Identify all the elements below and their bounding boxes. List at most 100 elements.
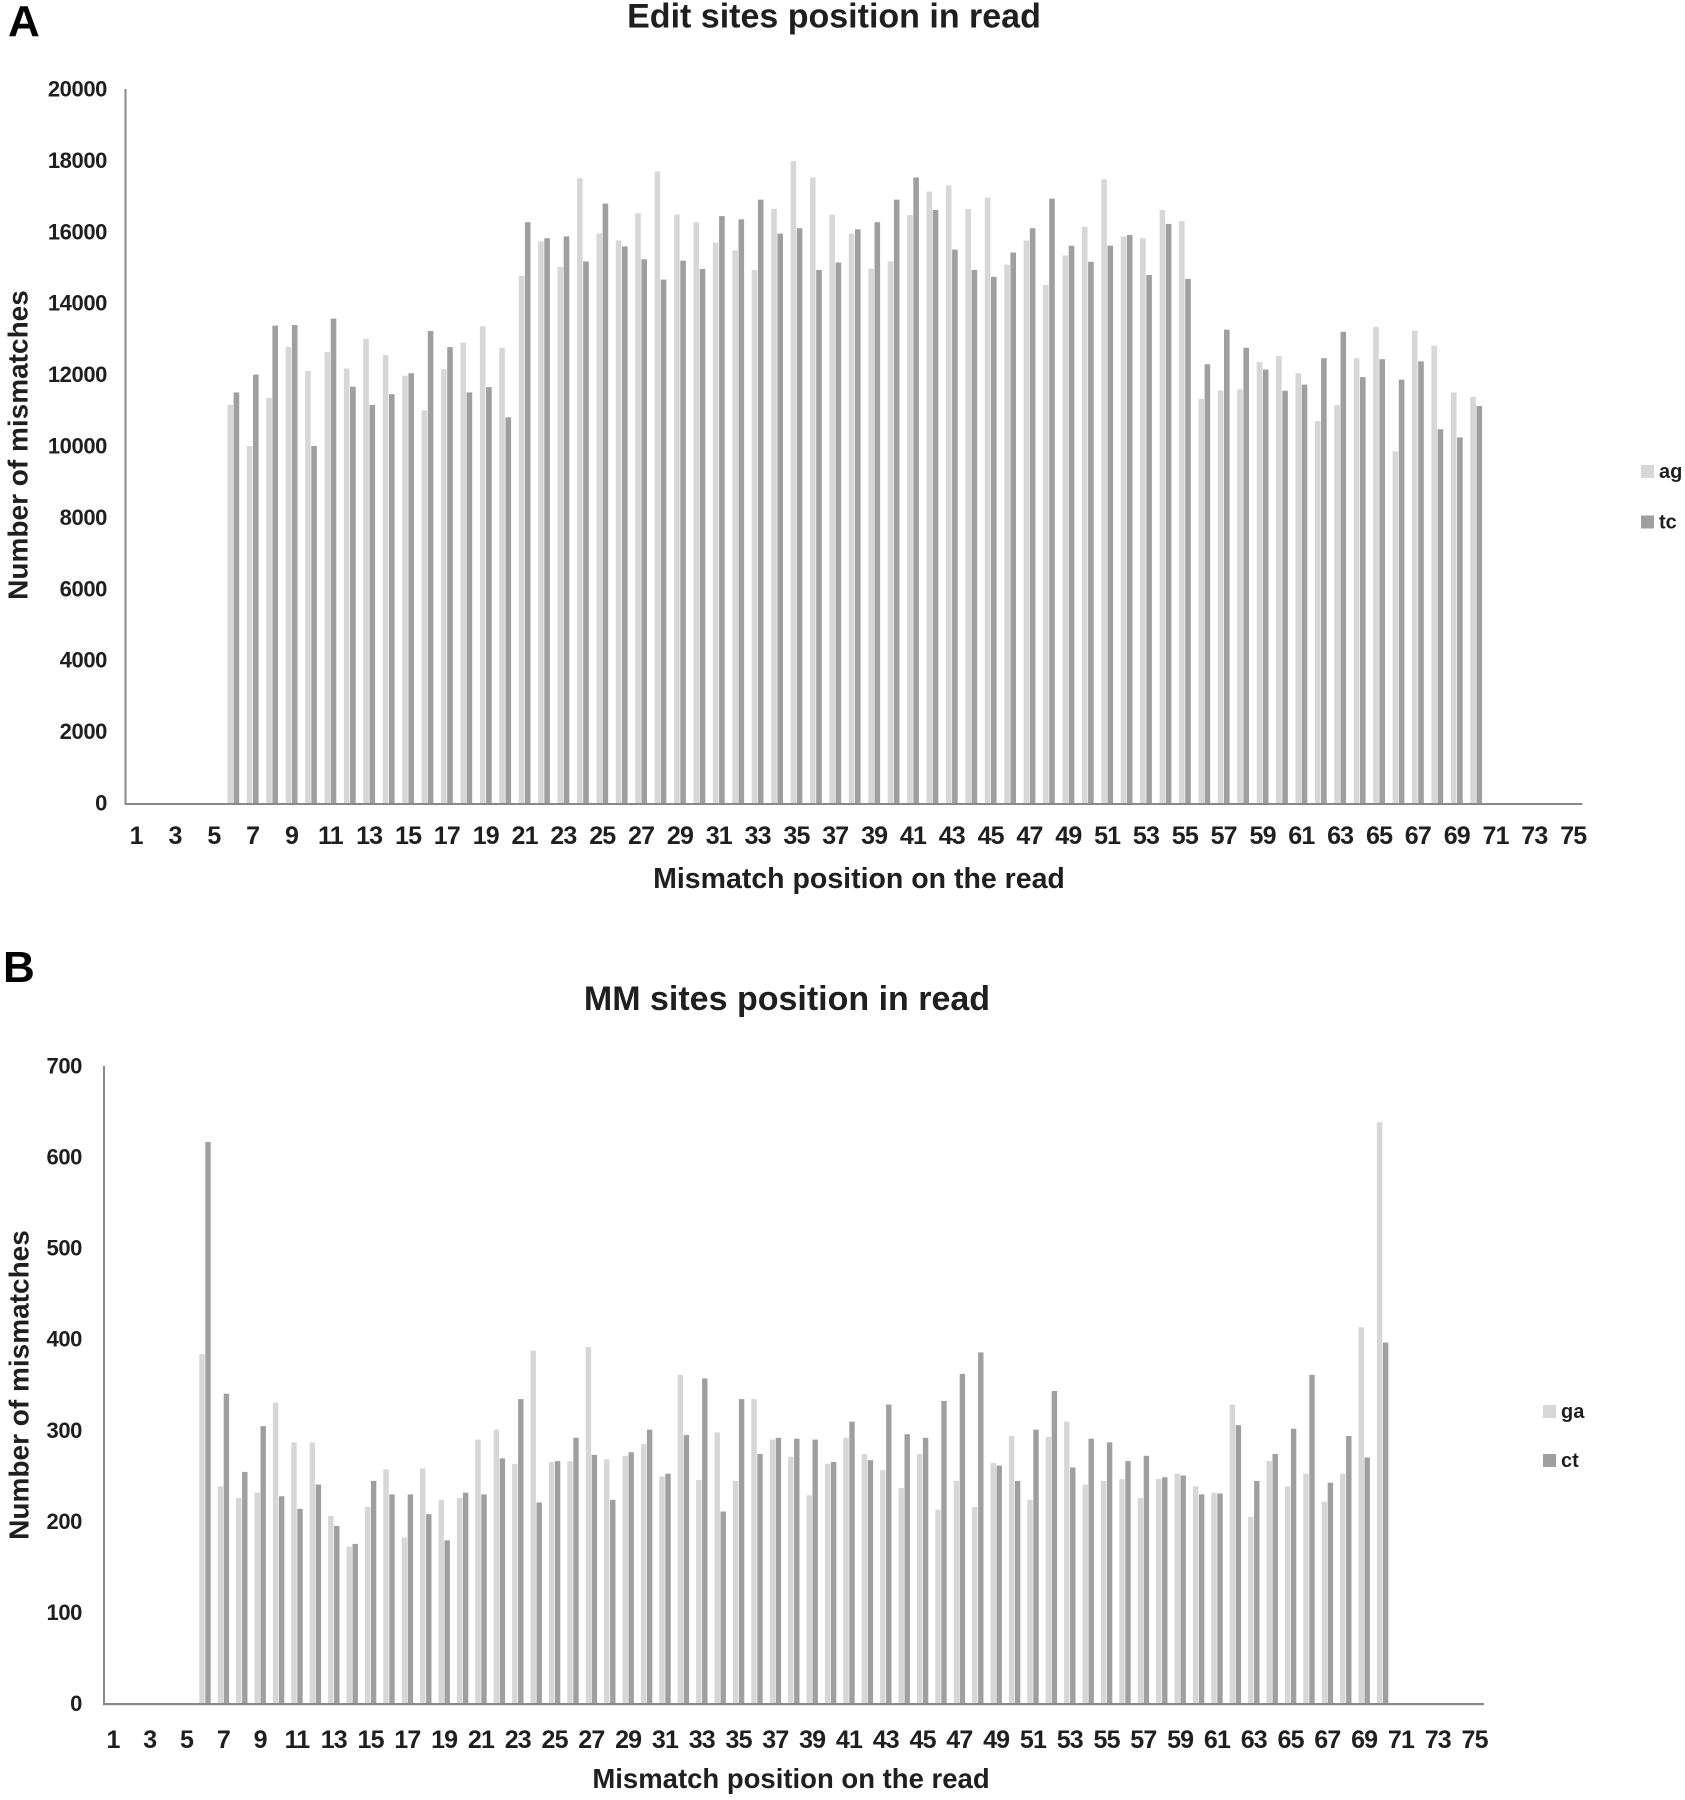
svg-text:0: 0 bbox=[70, 1691, 82, 1716]
svg-text:Number of mismatches: Number of mismatches bbox=[3, 290, 34, 600]
svg-text:2000: 2000 bbox=[60, 719, 108, 744]
svg-text:700: 700 bbox=[46, 1054, 82, 1079]
svg-text:55: 55 bbox=[1172, 822, 1199, 850]
svg-text:65: 65 bbox=[1366, 822, 1393, 850]
svg-text:5: 5 bbox=[180, 1726, 194, 1754]
svg-text:600: 600 bbox=[46, 1145, 82, 1170]
svg-text:6000: 6000 bbox=[60, 576, 108, 601]
svg-text:9: 9 bbox=[285, 822, 298, 850]
svg-text:B: B bbox=[3, 943, 35, 992]
svg-text:8000: 8000 bbox=[60, 505, 108, 530]
svg-text:Number of mismatches: Number of mismatches bbox=[4, 1230, 35, 1540]
svg-text:11: 11 bbox=[285, 1726, 311, 1754]
svg-text:29: 29 bbox=[615, 1726, 641, 1754]
svg-text:67: 67 bbox=[1314, 1726, 1340, 1754]
svg-text:65: 65 bbox=[1277, 1726, 1304, 1754]
svg-text:3: 3 bbox=[143, 1726, 156, 1754]
svg-text:43: 43 bbox=[873, 1726, 899, 1754]
svg-text:Mismatch position on the read: Mismatch position on the read bbox=[592, 1763, 989, 1794]
svg-text:45: 45 bbox=[909, 1726, 936, 1754]
svg-text:27: 27 bbox=[578, 1726, 604, 1754]
svg-text:25: 25 bbox=[541, 1726, 568, 1754]
svg-text:21: 21 bbox=[468, 1726, 495, 1754]
svg-text:19: 19 bbox=[473, 822, 499, 850]
svg-text:0: 0 bbox=[95, 791, 107, 816]
svg-text:400: 400 bbox=[46, 1327, 82, 1352]
svg-text:75: 75 bbox=[1461, 1726, 1488, 1754]
svg-text:25: 25 bbox=[589, 822, 616, 850]
svg-text:67: 67 bbox=[1405, 822, 1431, 850]
svg-text:57: 57 bbox=[1130, 1726, 1156, 1754]
svg-text:17: 17 bbox=[394, 1726, 420, 1754]
svg-text:10000: 10000 bbox=[48, 434, 107, 459]
svg-text:Edit sites position in read: Edit sites position in read bbox=[627, 0, 1041, 36]
svg-text:16000: 16000 bbox=[48, 219, 107, 244]
svg-text:ct: ct bbox=[1561, 1450, 1579, 1472]
svg-text:23: 23 bbox=[550, 822, 576, 850]
svg-text:71: 71 bbox=[1482, 822, 1509, 850]
svg-text:75: 75 bbox=[1560, 822, 1587, 850]
svg-text:300: 300 bbox=[46, 1418, 82, 1443]
svg-text:47: 47 bbox=[946, 1726, 972, 1754]
svg-text:35: 35 bbox=[725, 1726, 752, 1754]
svg-text:14000: 14000 bbox=[48, 291, 107, 316]
svg-text:61: 61 bbox=[1288, 822, 1315, 850]
svg-text:51: 51 bbox=[1094, 822, 1121, 850]
svg-text:35: 35 bbox=[783, 822, 810, 850]
svg-text:63: 63 bbox=[1241, 1726, 1267, 1754]
svg-text:51: 51 bbox=[1020, 1726, 1047, 1754]
svg-text:39: 39 bbox=[861, 822, 887, 850]
svg-text:55: 55 bbox=[1093, 1726, 1120, 1754]
svg-text:41: 41 bbox=[836, 1726, 863, 1754]
svg-text:15: 15 bbox=[395, 822, 422, 850]
svg-text:11: 11 bbox=[318, 822, 344, 850]
svg-text:41: 41 bbox=[900, 822, 927, 850]
svg-text:57: 57 bbox=[1211, 822, 1237, 850]
svg-text:13: 13 bbox=[321, 1726, 347, 1754]
svg-text:61: 61 bbox=[1204, 1726, 1231, 1754]
svg-text:31: 31 bbox=[706, 822, 733, 850]
svg-text:23: 23 bbox=[505, 1726, 531, 1754]
svg-text:1: 1 bbox=[106, 1726, 120, 1754]
svg-text:500: 500 bbox=[46, 1236, 82, 1261]
svg-text:tc: tc bbox=[1659, 512, 1677, 534]
svg-text:69: 69 bbox=[1351, 1726, 1377, 1754]
svg-text:MM sites position in read: MM sites position in read bbox=[584, 980, 990, 1018]
svg-text:73: 73 bbox=[1521, 822, 1547, 850]
svg-text:Mismatch position on the read: Mismatch position on the read bbox=[653, 863, 1065, 895]
svg-text:ga: ga bbox=[1561, 1401, 1585, 1423]
svg-text:ag: ag bbox=[1659, 461, 1682, 483]
svg-text:33: 33 bbox=[744, 822, 770, 850]
svg-text:33: 33 bbox=[689, 1726, 715, 1754]
svg-text:43: 43 bbox=[939, 822, 965, 850]
svg-text:18000: 18000 bbox=[48, 148, 107, 173]
svg-text:37: 37 bbox=[762, 1726, 788, 1754]
svg-text:53: 53 bbox=[1133, 822, 1159, 850]
svg-text:21: 21 bbox=[511, 822, 538, 850]
svg-text:3: 3 bbox=[168, 822, 181, 850]
svg-text:19: 19 bbox=[431, 1726, 457, 1754]
svg-text:13: 13 bbox=[356, 822, 382, 850]
svg-text:7: 7 bbox=[246, 822, 259, 850]
svg-text:39: 39 bbox=[799, 1726, 825, 1754]
svg-text:15: 15 bbox=[357, 1726, 384, 1754]
svg-text:73: 73 bbox=[1425, 1726, 1451, 1754]
svg-text:20000: 20000 bbox=[48, 77, 107, 102]
svg-text:200: 200 bbox=[46, 1509, 82, 1534]
svg-text:53: 53 bbox=[1057, 1726, 1083, 1754]
svg-text:49: 49 bbox=[1055, 822, 1081, 850]
svg-text:29: 29 bbox=[667, 822, 693, 850]
svg-text:A: A bbox=[8, 0, 40, 46]
svg-text:4000: 4000 bbox=[60, 648, 108, 673]
svg-text:9: 9 bbox=[254, 1726, 267, 1754]
svg-text:100: 100 bbox=[46, 1600, 82, 1625]
svg-text:49: 49 bbox=[983, 1726, 1009, 1754]
svg-text:7: 7 bbox=[217, 1726, 230, 1754]
svg-text:45: 45 bbox=[978, 822, 1005, 850]
svg-text:69: 69 bbox=[1444, 822, 1470, 850]
svg-text:37: 37 bbox=[822, 822, 848, 850]
svg-text:5: 5 bbox=[207, 822, 221, 850]
svg-text:63: 63 bbox=[1327, 822, 1353, 850]
svg-text:59: 59 bbox=[1249, 822, 1275, 850]
svg-text:59: 59 bbox=[1167, 1726, 1193, 1754]
